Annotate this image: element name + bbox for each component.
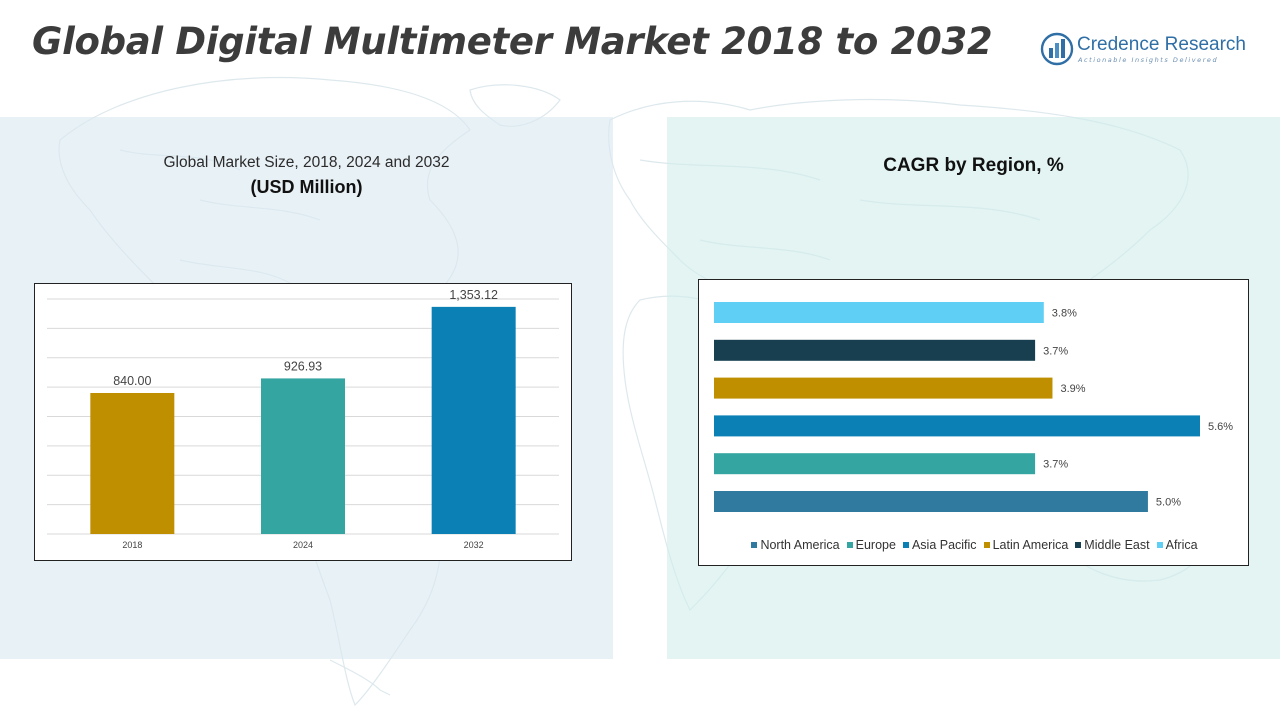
- legend-item-asia-pacific: Asia Pacific: [902, 538, 977, 552]
- bar-europe: [714, 453, 1036, 475]
- bar-middle-east: [714, 339, 1036, 361]
- value-label-africa: 3.8%: [1052, 308, 1077, 320]
- legend-swatch: [1075, 542, 1082, 548]
- bar-2032: [431, 306, 516, 534]
- legend-label: Asia Pacific: [911, 538, 977, 552]
- bar-chart-logo-icon: [1040, 32, 1074, 66]
- legend-item-latin-america: Latin America: [983, 538, 1069, 552]
- legend-label: Europe: [855, 538, 896, 552]
- legend-item-middle-east: Middle East: [1075, 538, 1150, 552]
- bar-2024: [261, 378, 345, 534]
- legend-swatch: [983, 542, 990, 548]
- value-label-2032: 1,353.12: [449, 288, 498, 302]
- logo-tagline: Actionable Insights Delivered: [1078, 56, 1219, 64]
- cagr-legend: North America Europe Asia Pacific Latin Ame…: [699, 538, 1250, 552]
- legend-label: North America: [760, 538, 840, 552]
- page-title: Global Digital Multimeter Market 2018 to…: [32, 20, 993, 63]
- legend-item-africa: Africa: [1156, 538, 1198, 552]
- value-label-2018: 840.00: [113, 374, 151, 388]
- value-label-asia-pacific: 5.6%: [1208, 421, 1233, 433]
- logo-name: Credence Research: [1077, 34, 1246, 55]
- bar-latin-america: [714, 377, 1053, 399]
- market-size-chart: 840.00 2018 926.93 2024 1,353.12 2032: [34, 283, 572, 561]
- tick-label-2024: 2024: [293, 540, 313, 550]
- legend-item-north-america: North America: [751, 538, 840, 552]
- tick-label-2018: 2018: [122, 540, 142, 550]
- legend-swatch: [846, 542, 853, 548]
- bar-north-america: [714, 491, 1148, 512]
- legend-label: Latin America: [992, 538, 1069, 552]
- legend-swatch: [902, 542, 909, 548]
- bar-asia-pacific: [714, 415, 1200, 437]
- legend-swatch: [1156, 542, 1163, 548]
- bar-africa: [714, 302, 1044, 323]
- market-size-unit: (USD Million): [250, 177, 363, 197]
- cagr-chart-svg: 3.8% 3.7% 3.9% 5.6% 3.7% 5.0%: [714, 302, 1233, 512]
- tick-label-2032: 2032: [464, 540, 484, 550]
- legend-label: Africa: [1165, 538, 1198, 552]
- value-label-middle-east: 3.7%: [1043, 345, 1068, 357]
- cagr-title: CAGR by Region, %: [883, 155, 1064, 176]
- market-size-subtitle: Global Market Size, 2018, 2024 and 2032: [163, 154, 450, 171]
- value-label-north-america: 5.0%: [1156, 497, 1181, 509]
- value-label-europe: 3.7%: [1043, 459, 1068, 471]
- cagr-chart: 3.8% 3.7% 3.9% 5.6% 3.7% 5.0% North America Eu…: [698, 279, 1249, 566]
- legend-label: Middle East: [1084, 538, 1150, 552]
- value-label-latin-america: 3.9%: [1060, 383, 1085, 395]
- credence-research-logo: Credence Research Actionable Insights De…: [1040, 32, 1260, 68]
- legend-item-europe: Europe: [846, 538, 896, 552]
- bar-2018: [90, 393, 175, 534]
- market-size-chart-svg: 840.00 2018 926.93 2024 1,353.12 2032: [47, 288, 559, 550]
- value-label-2024: 926.93: [284, 359, 322, 373]
- legend-swatch: [751, 542, 758, 548]
